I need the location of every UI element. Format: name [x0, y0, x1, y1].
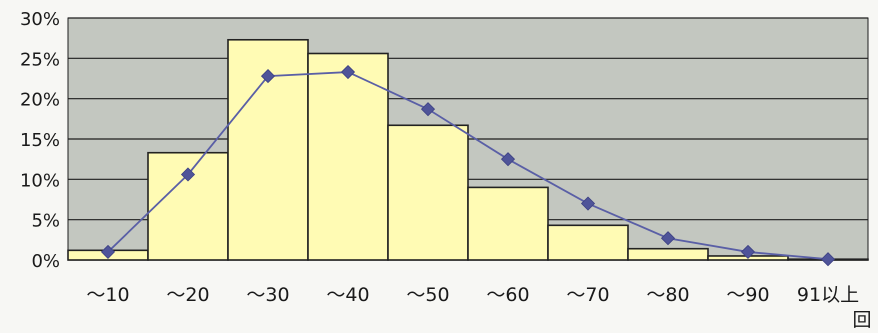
- point-marker: [500, 152, 516, 167]
- y-tick-label: 15%: [20, 130, 60, 151]
- point-marker: [740, 244, 756, 259]
- point-marker: [820, 252, 836, 267]
- x-tick-label: ～40: [326, 284, 369, 306]
- point-marker: [340, 64, 356, 80]
- x-tick-label: ～70: [566, 284, 609, 306]
- y-tick-label: 30%: [20, 9, 60, 30]
- x-tick-label: ～20: [166, 284, 209, 306]
- x-tick-label: ～60: [486, 284, 529, 306]
- point-marker: [420, 102, 436, 117]
- x-tick-label: ～30: [246, 284, 289, 306]
- x-tick-label: ～90: [726, 284, 769, 306]
- bar: [547, 224, 629, 261]
- x-axis-ticks: ～10 ～20 ～30 ～40 ～50 ～60 ～70 ～80 ～90 91以上: [86, 284, 859, 306]
- point-marker: [180, 167, 196, 182]
- bar: [467, 186, 549, 261]
- y-axis-ticks: 0% 5% 10% 15% 20% 25% 30%: [20, 9, 60, 272]
- line-series: [100, 64, 836, 267]
- bar: [387, 124, 469, 261]
- y-tick-label: 5%: [31, 211, 60, 232]
- y-tick-label: 10%: [20, 170, 60, 191]
- x-tick-label: ～50: [406, 284, 449, 306]
- bar: [627, 247, 709, 261]
- y-tick-label: 0%: [31, 251, 60, 272]
- y-tick-label: 20%: [20, 90, 60, 111]
- point-marker: [580, 196, 596, 211]
- bar-series: [67, 38, 869, 261]
- bar: [307, 52, 389, 261]
- point-marker: [260, 69, 276, 84]
- point-marker: [100, 244, 116, 259]
- point-marker: [660, 231, 676, 246]
- x-tick-label: 91以上: [797, 284, 859, 306]
- y-tick-label: 25%: [20, 49, 60, 70]
- x-tick-label: ～10: [86, 284, 129, 306]
- x-axis-unit-label: 回: [852, 309, 871, 331]
- x-tick-label: ～80: [646, 284, 689, 306]
- series-line: [107, 71, 829, 261]
